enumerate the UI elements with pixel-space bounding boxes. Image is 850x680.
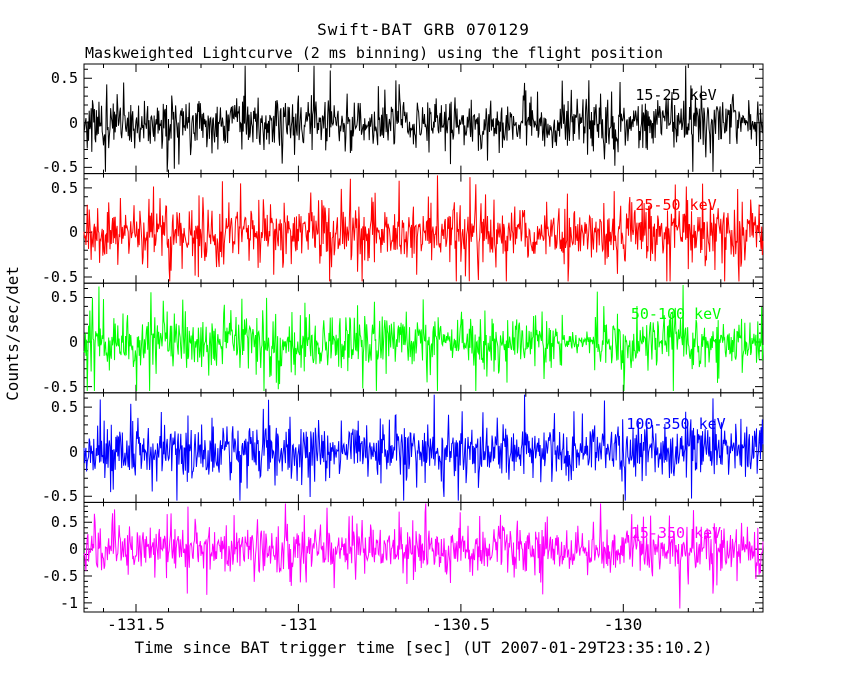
- lightcurve-trace-25-50-kev: [83, 175, 764, 282]
- panel-border: [83, 501, 764, 613]
- x-tick-label: -130.5: [432, 615, 490, 634]
- y-tick-label: 0: [68, 333, 78, 351]
- y-tick-label: -0.5: [41, 268, 78, 286]
- y-tick-label: -1: [59, 594, 78, 612]
- y-tick-label: 0: [68, 223, 78, 241]
- plot-subtitle: Maskweighted Lightcurve (2 ms binning) u…: [85, 44, 663, 62]
- band-label: 100-350 keV: [626, 415, 726, 433]
- y-axis-label: Counts/sec/det: [3, 266, 22, 401]
- x-tick-label: -131: [278, 615, 318, 634]
- lightcurve-trace-15-25-kev: [83, 65, 764, 172]
- y-tick-label: 0.5: [50, 288, 78, 306]
- y-tick-label: 0: [68, 540, 78, 558]
- y-tick-label: -0.5: [41, 378, 78, 396]
- y-tick-label: -0.5: [41, 158, 78, 176]
- x-tick-label: -130: [603, 615, 643, 634]
- axis-ticks: [84, 283, 763, 393]
- y-tick-label: -0.5: [41, 567, 78, 585]
- y-tick-label: -0.5: [41, 487, 78, 505]
- band-label: 15-350 keV: [630, 524, 722, 542]
- lightcurve-trace-100-350-kev: [83, 394, 764, 501]
- lightcurve-trace-50-100-kev: [83, 284, 764, 392]
- y-tick-label: 0: [68, 114, 78, 132]
- x-axis-label: Time since BAT trigger time [sec] (UT 20…: [134, 638, 713, 657]
- band-label: 15-25 keV: [635, 86, 717, 104]
- y-tick-label: 0.5: [50, 513, 78, 531]
- band-label: 50-100 keV: [630, 305, 722, 323]
- x-tick-label: -131.5: [107, 615, 165, 634]
- y-tick-label: 0.5: [50, 69, 78, 87]
- plot-title: Swift-BAT GRB 070129: [317, 20, 530, 39]
- axis-ticks: [84, 392, 763, 503]
- y-tick-label: 0: [68, 443, 78, 461]
- y-tick-label: 0.5: [50, 179, 78, 197]
- y-tick-label: 0.5: [50, 398, 78, 416]
- axis-ticks: [84, 64, 763, 174]
- lightcurve-trace-15-350-kev: [83, 503, 764, 609]
